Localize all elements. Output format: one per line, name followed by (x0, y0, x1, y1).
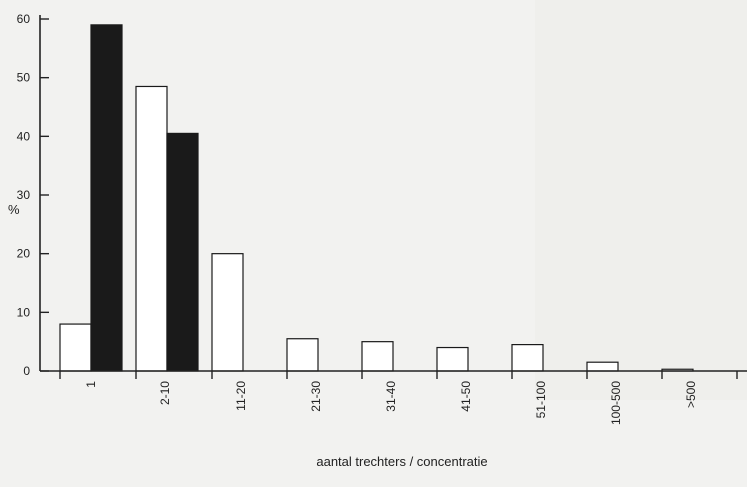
x-tick-label: 21-30 (309, 381, 323, 412)
x-tick-label: 1 (84, 381, 98, 388)
x-tick-label: 31-40 (384, 381, 398, 412)
bar-black-1 (90, 24, 123, 372)
x-axis-label: aantal trechters / concentratie (316, 454, 487, 469)
x-tick-label: 41-50 (459, 381, 473, 412)
y-tick-label: 60 (17, 12, 31, 26)
bar-white-100-500 (586, 361, 619, 372)
y-tick-label: 50 (17, 71, 31, 85)
y-tick-label: 0 (23, 364, 30, 378)
bar-white-11-20 (211, 253, 244, 372)
x-tick-label: 100-500 (609, 381, 623, 425)
bar-white-41-50 (436, 346, 469, 372)
background-text (535, 0, 747, 400)
y-tick-label: 40 (17, 129, 31, 143)
bar-black-2-10 (166, 132, 199, 372)
x-tick-label: 2-10 (158, 381, 172, 405)
bar-white-21-30 (286, 338, 319, 372)
bar-white-2-10 (135, 85, 168, 372)
bar-white-1 (59, 323, 92, 372)
y-tick-label: 20 (17, 247, 31, 261)
y-tick-label: 10 (17, 305, 31, 319)
bar-white-51-100 (511, 344, 544, 372)
x-tick-label: >500 (684, 381, 698, 408)
x-tick-label: 11-20 (234, 381, 248, 411)
y-tick-label: 30 (17, 188, 31, 202)
x-tick-label: 51-100 (534, 381, 548, 419)
bar-white-31-40 (361, 341, 394, 372)
y-axis-label: % (8, 202, 20, 217)
